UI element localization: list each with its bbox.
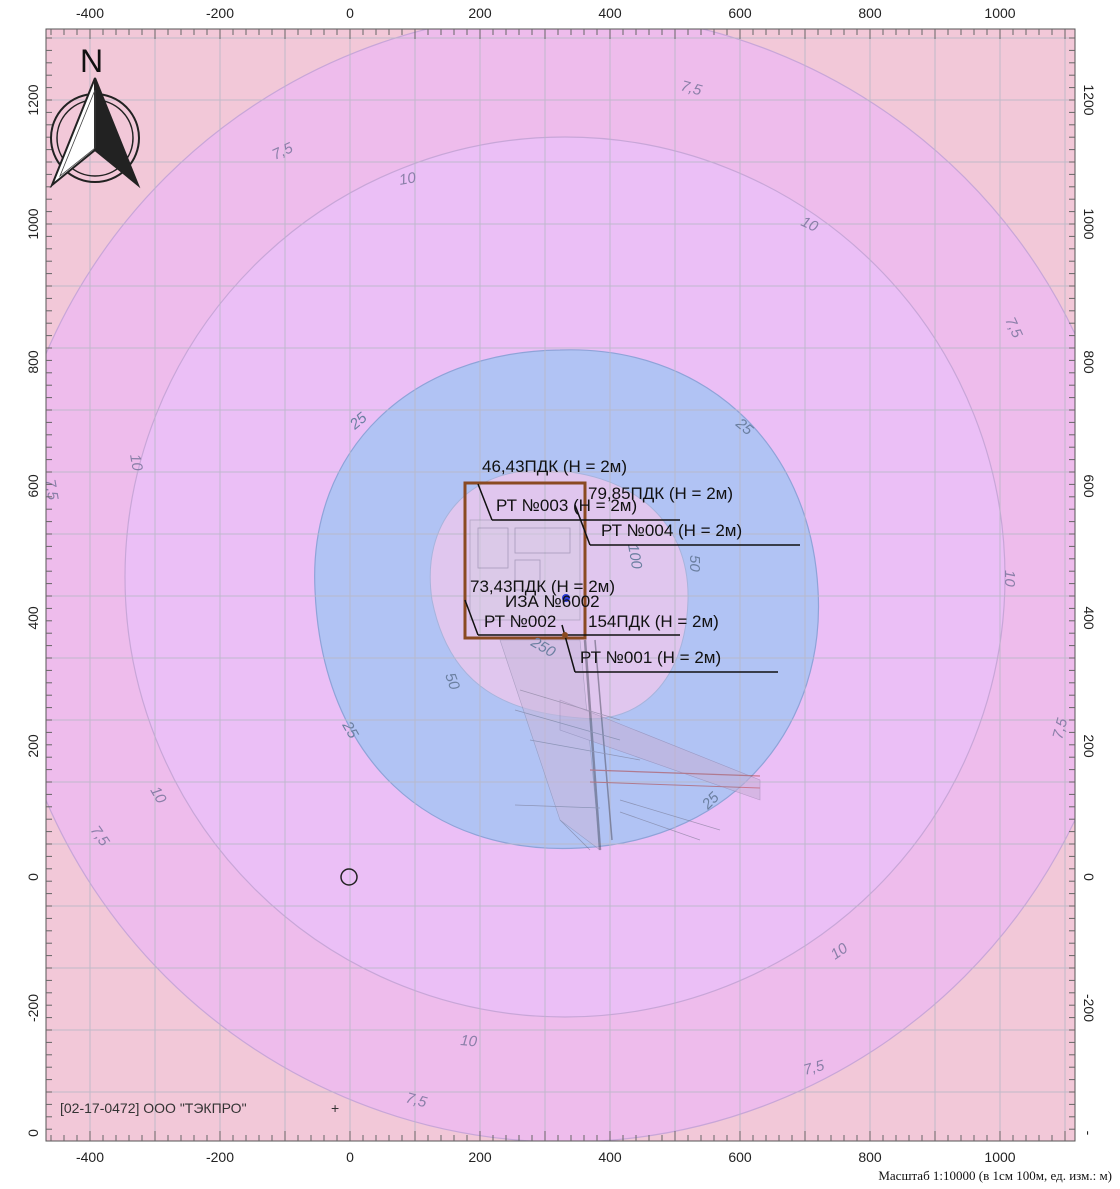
x-tick-top: 0 [346, 5, 354, 21]
x-tick-bottom: -400 [76, 1149, 104, 1165]
contour-label-50-left: 50 [441, 671, 463, 693]
x-tick-top: -400 [76, 5, 104, 21]
north-arrow-icon: N [49, 43, 141, 189]
grid [46, 29, 1075, 1141]
minor-ticks [46, 29, 1075, 1141]
y-tick-right: -200 [1081, 994, 1097, 1022]
contour-label-100: 100 [624, 543, 645, 571]
x-tick-bottom: 600 [728, 1149, 752, 1165]
y-tick-right: 200 [1081, 734, 1097, 758]
contour-label-25-left: 25 [338, 718, 362, 742]
label-iza-6002: ИЗА №6002 [505, 592, 600, 611]
origin-marker [340, 868, 358, 886]
y-tick-left: 1000 [25, 208, 41, 239]
x-tick-top: -200 [206, 5, 234, 21]
contour-label-10-bottom: 10 [460, 1032, 479, 1050]
x-tick-bottom: 800 [858, 1149, 882, 1165]
contour-label-50-right: 50 [686, 555, 703, 572]
y-tick-left: 400 [25, 606, 41, 630]
rt-001-marker [562, 632, 568, 638]
x-tick-bottom: 1000 [984, 1149, 1015, 1165]
x-tick-top: 200 [468, 5, 492, 21]
scale-label: Масштаб 1:10000 (в 1см 100м, ед. изм.: м… [878, 1168, 1112, 1183]
y-tick-right: 1200 [1081, 84, 1097, 115]
y-tick-right: 600 [1081, 474, 1097, 498]
y-tick-left: 0 [25, 873, 41, 881]
point-labels [464, 483, 800, 673]
y-tick-right: 800 [1081, 350, 1097, 374]
organization-label: [02-17-0472] ООО "ТЭКПРО" [60, 1100, 247, 1116]
contour-label-7-5-far-right: 7,5 [1049, 716, 1071, 741]
y-tick-right: 400 [1081, 606, 1097, 630]
site-plan-drawing [469, 519, 761, 851]
label-pdk-73: 73,43ПДК (Н = 2м) [470, 577, 615, 596]
label-rt-004: РТ №004 (Н = 2м) [601, 521, 742, 540]
contour-label-7-5-bottom: 7,5 [404, 1089, 429, 1111]
y-tick-left: 200 [25, 734, 41, 758]
contour-label-10-lower-left: 10 [147, 784, 170, 808]
label-rt-003: РТ №003 (Н = 2м) [496, 496, 637, 515]
y-tick-right: 0 [1081, 873, 1097, 881]
y-tick-left: -200 [25, 994, 41, 1022]
x-tick-bottom: 0 [346, 1149, 354, 1165]
x-tick-top: 1000 [984, 5, 1015, 21]
contour-label-7-5-left: 7,5 [41, 478, 61, 502]
label-rt-001: РТ №001 (Н = 2м) [580, 648, 721, 667]
x-tick-bottom: 200 [468, 1149, 492, 1165]
y-axis-left: 1200 1000 800 600 400 200 0 -200 0 [25, 84, 41, 1137]
north-label: N [80, 43, 103, 79]
y-tick-left: 600 [25, 474, 41, 498]
iza-6002-marker [562, 594, 570, 602]
y-axis-right: 1200 1000 800 600 400 200 0 -200 - [1081, 84, 1097, 1135]
plus-marker: + [331, 1100, 339, 1116]
contour-label-10-left: 10 [126, 453, 146, 473]
label-pdk-154: 154ПДК (Н = 2м) [588, 612, 719, 631]
x-axis-top: -400 -200 0 200 400 600 800 1000 [76, 5, 1016, 21]
y-tick-right: 1000 [1081, 208, 1097, 239]
x-axis-bottom: -400 -200 0 200 400 600 800 1000 [76, 1149, 1016, 1165]
y-tick-left: 0 [25, 1129, 41, 1137]
contour-label-10-right: 10 [1001, 570, 1018, 587]
x-tick-top: 400 [598, 5, 622, 21]
y-tick-right: - [1081, 1131, 1097, 1136]
site-boundary [463, 481, 587, 640]
label-pdk-46: 46,43ПДК (Н = 2м) [482, 457, 627, 476]
label-rt-002: РТ №002 [484, 612, 556, 631]
contour-label-10-upper: 10 [398, 169, 418, 189]
x-tick-top: 800 [858, 5, 882, 21]
x-tick-bottom: 400 [598, 1149, 622, 1165]
contour-label-10-upper-right: 10 [798, 213, 821, 236]
contour-label-7-5-top: 7,5 [679, 77, 704, 99]
contour-label-7-5-lower-right: 7,5 [802, 1057, 827, 1079]
y-tick-left: 800 [25, 350, 41, 374]
x-tick-bottom: -200 [206, 1149, 234, 1165]
label-pdk-79: 79,85ПДК (Н = 2м) [588, 484, 733, 503]
y-tick-left: 1200 [25, 84, 41, 115]
x-tick-top: 600 [728, 5, 752, 21]
